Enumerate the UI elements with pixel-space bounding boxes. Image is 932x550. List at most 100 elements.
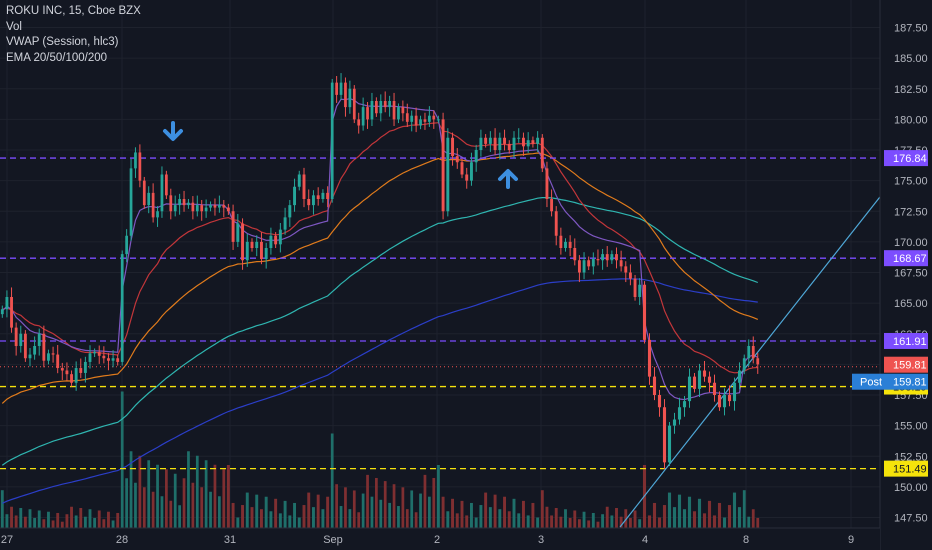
candle-body <box>250 241 254 248</box>
volume-bar <box>419 493 422 528</box>
volume-bar <box>619 516 623 528</box>
volume-bar <box>278 513 282 528</box>
candle-body <box>335 82 338 95</box>
down-arrow-icon[interactable] <box>163 121 183 141</box>
volume-bar <box>446 511 450 528</box>
candle-body <box>370 101 374 120</box>
candle-body <box>397 107 400 120</box>
candle-body <box>405 113 409 122</box>
volume-bar <box>288 515 292 528</box>
chart-legend: ROKU INC, 15, Cboe BZX Vol VWAP (Session… <box>6 4 141 66</box>
candle-body <box>134 152 137 169</box>
volume-bar <box>615 507 618 528</box>
candle-body <box>401 107 405 114</box>
vwap-line <box>1 97 759 401</box>
volume-bar <box>83 516 87 528</box>
candle-body <box>577 260 581 273</box>
volume-bar <box>756 517 760 528</box>
candle-body <box>245 241 249 261</box>
x-tick-label: 3 <box>538 534 544 546</box>
volume-bar <box>474 517 478 528</box>
candle-body <box>47 353 50 361</box>
x-tick-label: 28 <box>116 534 128 546</box>
candle-body <box>102 355 106 359</box>
candle-body <box>707 376 712 383</box>
candle-body <box>756 358 760 365</box>
volume-bar <box>93 517 97 528</box>
volume-bar <box>638 519 642 528</box>
volume-bar <box>469 502 473 528</box>
candle-body <box>428 115 431 122</box>
volume-bar <box>307 492 311 528</box>
volume-bar <box>283 500 287 528</box>
volume-bar <box>582 511 586 528</box>
volume-bar <box>147 460 151 528</box>
volume-bar <box>517 513 521 528</box>
candle-body <box>200 205 204 212</box>
arrow-annotations[interactable] <box>163 121 518 189</box>
candle-body <box>446 137 450 212</box>
candle-body <box>587 260 591 267</box>
legend-symbol-line[interactable]: ROKU INC, 15, Cboe BZX <box>6 5 141 17</box>
candle-body <box>379 101 383 114</box>
volume-bar <box>326 496 330 528</box>
legend-vwap[interactable]: VWAP (Session, hlc3) <box>6 36 119 48</box>
candle-body <box>213 205 217 208</box>
candle-body <box>540 137 544 169</box>
candle-body <box>484 137 488 144</box>
volume-bar <box>540 490 544 528</box>
y-tick-label: 150.00 <box>894 482 928 494</box>
candle-body <box>307 199 311 206</box>
candle-body <box>667 425 672 463</box>
volume-bar <box>383 481 387 528</box>
volume-bar <box>479 505 483 528</box>
y-tick-label: 152.50 <box>894 451 928 463</box>
volume-bar <box>628 517 632 528</box>
candle-body <box>302 174 306 199</box>
candle-body <box>236 223 240 242</box>
ema-100-line <box>1 197 759 466</box>
volume-bar <box>624 509 628 528</box>
volume-bar <box>428 496 431 528</box>
post-label-text: Post <box>860 377 882 389</box>
legend-volume[interactable]: Vol <box>6 20 22 33</box>
candle-body <box>526 140 530 147</box>
candle-body <box>507 143 511 150</box>
volume-bar <box>269 511 273 528</box>
up-arrow-icon[interactable] <box>498 169 518 189</box>
candle-body <box>512 137 516 150</box>
volume-bar <box>692 511 697 528</box>
legend-ema[interactable]: EMA 20/50/100/200 <box>6 51 108 64</box>
volume-bar <box>302 505 306 528</box>
volume-bar <box>297 517 301 528</box>
volume-bar <box>42 519 46 528</box>
candle-body <box>591 259 595 267</box>
volume-bar <box>568 517 572 528</box>
volume-bar <box>667 492 672 528</box>
candle-body <box>531 140 535 144</box>
volume-bar <box>601 514 605 528</box>
volume-bar <box>460 500 464 528</box>
volume-bar <box>169 500 173 528</box>
candle-body <box>352 88 356 120</box>
price-axis[interactable] <box>880 0 932 550</box>
time-axis[interactable] <box>0 528 880 550</box>
ema-20-line <box>2 122 758 374</box>
level-tag-176.84-text: 176.84 <box>893 153 927 165</box>
candle-body <box>383 101 387 108</box>
volume-bar <box>74 515 78 528</box>
candle-body <box>269 235 273 248</box>
y-tick-label: 175.00 <box>894 176 928 188</box>
candle-body <box>283 217 287 230</box>
volume-bar <box>662 505 667 528</box>
volume-bar <box>200 487 204 528</box>
candle-body <box>619 260 623 267</box>
volume-bar <box>344 487 347 528</box>
volume-bar <box>160 496 164 528</box>
candle-body <box>107 358 110 361</box>
volume-bar <box>737 507 742 528</box>
volume-bar <box>231 502 235 528</box>
volume-bar <box>134 482 137 528</box>
